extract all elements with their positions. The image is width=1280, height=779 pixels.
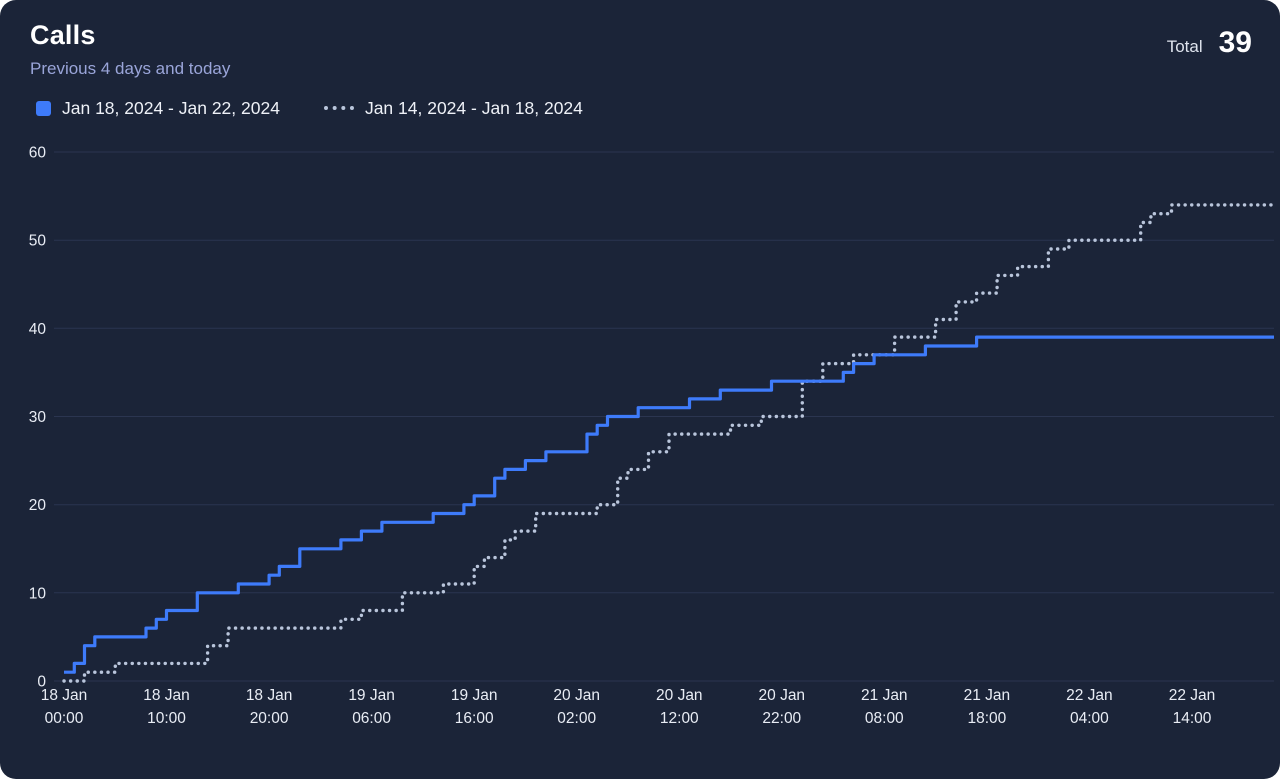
page-title: Calls: [30, 20, 96, 50]
previous-period-line: [62, 203, 1276, 683]
x-tick-label: 10:00: [147, 710, 186, 727]
x-tick-label: 20:00: [250, 710, 289, 727]
x-tick-label: 19 Jan: [348, 687, 395, 704]
x-tick-label: 04:00: [1070, 710, 1109, 727]
chart-legend: Jan 18, 2024 - Jan 22, 2024 Jan 14, 2024 …: [0, 95, 1280, 121]
x-tick-label: 18 Jan: [246, 687, 293, 704]
y-tick-label: 50: [29, 233, 47, 250]
current-period-line: [64, 335, 1274, 674]
legend-label: Jan 14, 2024 - Jan 18, 2024: [364, 97, 583, 118]
x-tick-label: 21 Jan: [964, 687, 1011, 704]
x-tick-label: 18:00: [968, 710, 1007, 727]
total-summary: Total 39: [1167, 26, 1252, 60]
legend-item-previous-period[interactable]: Jan 14, 2024 - Jan 18, 2024: [323, 97, 583, 119]
y-tick-label: 60: [29, 145, 47, 162]
subtitle: Previous 4 days and today: [30, 59, 231, 78]
x-tick-label: 21 Jan: [861, 687, 908, 704]
y-tick-label: 10: [29, 585, 47, 602]
header-left: Calls Previous 4 days and today: [30, 20, 230, 79]
x-tick-label: 18 Jan: [143, 687, 190, 704]
x-tick-label: 14:00: [1173, 710, 1212, 727]
y-tick-label: 0: [37, 674, 46, 691]
x-tick-label: 02:00: [557, 710, 596, 727]
x-tick-label: 22:00: [762, 710, 801, 727]
x-tick-label: 22 Jan: [1169, 687, 1216, 704]
calls-step-chart[interactable]: 0 10 20 30 40 50 60 18 Jan 00:00 18 Jan 10:00 18 Ja…: [0, 131, 1280, 762]
legend-item-current-period[interactable]: Jan 18, 2024 - Jan 22, 2024: [36, 98, 280, 119]
x-tick-label: 08:00: [865, 710, 904, 727]
dotted-series-swatch-icon: [323, 106, 354, 110]
x-tick-label: 22 Jan: [1066, 687, 1113, 704]
solid-series-swatch-icon: [36, 100, 51, 116]
total-value: 39: [1218, 26, 1252, 59]
x-tick-label: 16:00: [455, 710, 494, 727]
card-header: Calls Previous 4 days and today Total 39: [0, 0, 1280, 79]
x-tick-label: 19 Jan: [451, 687, 498, 704]
x-tick-label: 20 Jan: [656, 687, 703, 704]
x-tick-label: 20 Jan: [553, 687, 600, 704]
x-tick-label: 06:00: [352, 710, 391, 727]
x-tick-label: 00:00: [45, 710, 84, 727]
y-tick-label: 30: [29, 409, 47, 426]
y-tick-label: 40: [29, 321, 47, 338]
total-label: Total: [1166, 37, 1203, 56]
x-tick-label: 12:00: [660, 710, 699, 727]
y-tick-label: 20: [29, 497, 47, 514]
x-tick-label: 18 Jan: [41, 687, 88, 704]
x-tick-label: 20 Jan: [759, 687, 806, 704]
legend-label: Jan 18, 2024 - Jan 22, 2024: [62, 97, 280, 118]
